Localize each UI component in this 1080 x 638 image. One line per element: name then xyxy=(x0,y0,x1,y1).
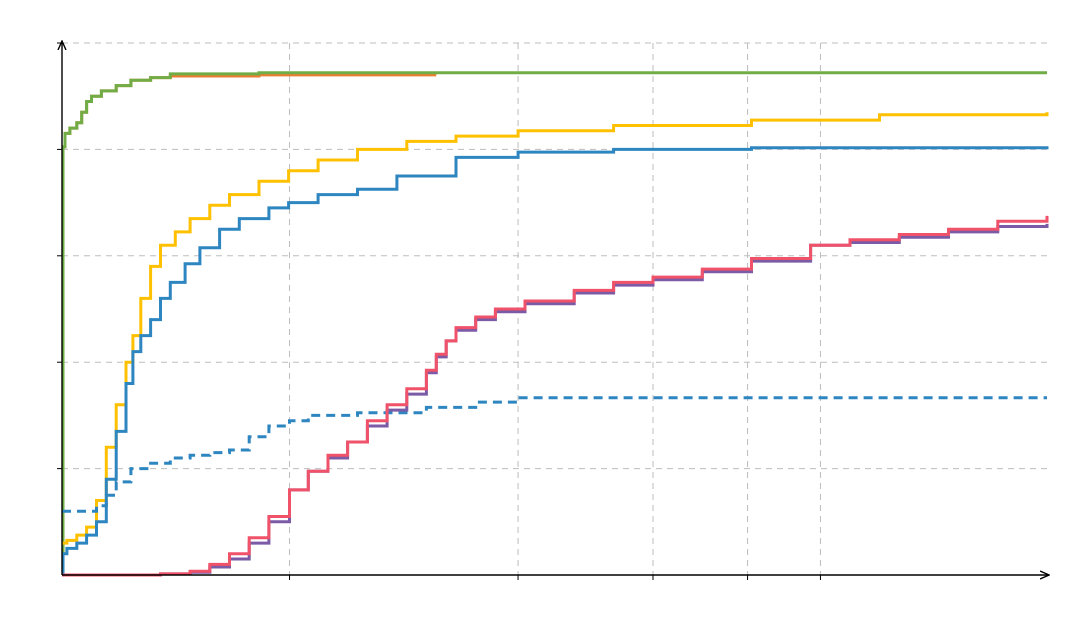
grid xyxy=(62,42,1047,575)
series-group xyxy=(61,71,1049,577)
series-line-6 xyxy=(62,223,1049,577)
series-line-5 xyxy=(62,396,1047,513)
series-line-7 xyxy=(62,215,1049,577)
series-line-4 xyxy=(61,146,1049,577)
axes xyxy=(57,42,1048,580)
series-line-2 xyxy=(61,71,1047,577)
series-line-3 xyxy=(62,112,1049,545)
